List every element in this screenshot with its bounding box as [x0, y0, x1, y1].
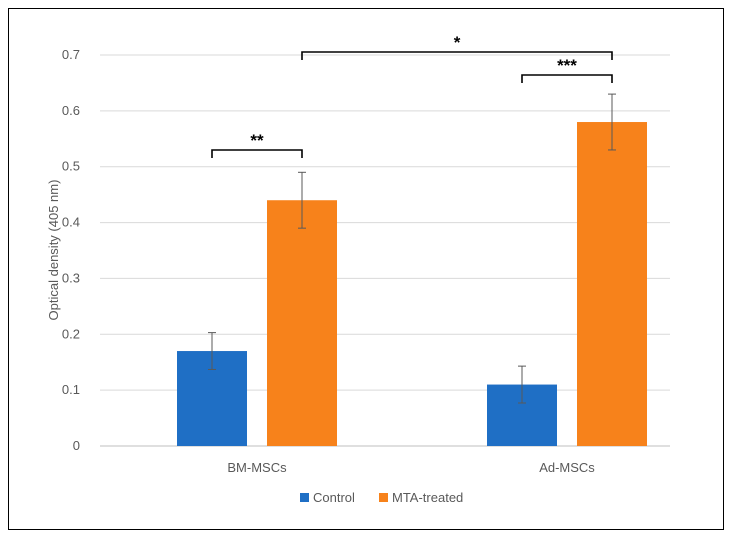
- legend-label: MTA-treated: [392, 490, 463, 505]
- y-tick-label: 0.7: [62, 47, 80, 62]
- y-tick-labels: 0 0.1 0.2 0.3 0.4 0.5 0.6 0.7: [62, 47, 80, 453]
- y-tick-label: 0: [73, 438, 80, 453]
- bar: [267, 200, 337, 446]
- y-axis-label: Optical density (405 nm): [46, 180, 61, 321]
- significance-label: ***: [557, 56, 577, 75]
- legend-swatch: [379, 493, 388, 502]
- y-tick-label: 0.6: [62, 103, 80, 118]
- legend-label: Control: [313, 490, 355, 505]
- y-tick-label: 0.5: [62, 159, 80, 174]
- y-tick-label: 0.4: [62, 215, 80, 230]
- significance-label: *: [454, 33, 461, 52]
- y-tick-label: 0.1: [62, 382, 80, 397]
- significance-label: **: [250, 131, 264, 150]
- legend: Control MTA-treated: [300, 490, 463, 505]
- bar: [577, 122, 647, 447]
- significance-bracket: [521, 74, 613, 83]
- y-tick-label: 0.3: [62, 270, 80, 285]
- significance-brackets: ******: [211, 33, 613, 158]
- legend-swatch: [300, 493, 309, 502]
- error-bars: [208, 93, 616, 404]
- category-labels: BM-MSCs Ad-MSCs: [227, 460, 595, 475]
- significance-bracket: [301, 51, 613, 60]
- bars: [177, 122, 647, 447]
- category-label: BM-MSCs: [227, 460, 287, 475]
- category-label: Ad-MSCs: [539, 460, 595, 475]
- y-tick-label: 0.2: [62, 326, 80, 341]
- significance-bracket: [211, 149, 303, 158]
